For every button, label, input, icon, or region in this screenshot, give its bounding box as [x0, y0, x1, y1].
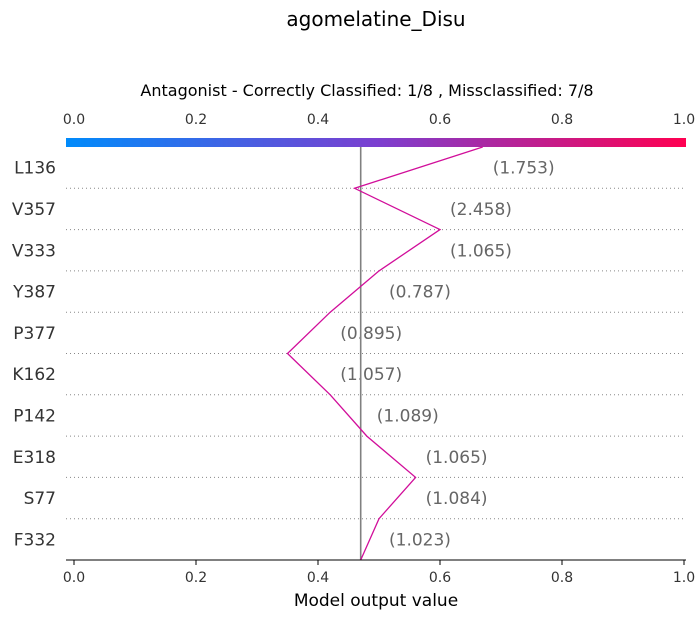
- feature-value-annotation: (1.023): [389, 530, 451, 550]
- x-tick-label: 0.8: [551, 570, 573, 586]
- feature-label: S77: [24, 489, 56, 509]
- feature-value-annotation: (1.057): [340, 365, 402, 385]
- feature-label: E318: [13, 448, 56, 468]
- feature-label: P377: [13, 324, 56, 344]
- feature-value-annotation: (1.065): [426, 448, 488, 468]
- colorbar-tick-label: 0.6: [429, 112, 451, 128]
- x-axis-label: Model output value: [294, 591, 458, 611]
- feature-label: F332: [14, 530, 56, 550]
- chart-subtitle: Antagonist - Correctly Classified: 1/8 ,…: [140, 81, 593, 100]
- feature-label: V333: [12, 241, 56, 261]
- colorbar-tick-label: 0.2: [185, 112, 207, 128]
- x-tick-label: 0.4: [307, 570, 329, 586]
- x-tick-label: 0.6: [429, 570, 451, 586]
- colorbar-tick-label: 0.8: [551, 112, 573, 128]
- feature-label: Y387: [12, 283, 56, 303]
- feature-value-annotation: (1.089): [377, 406, 439, 426]
- chart-title: agomelatine_Disu: [286, 7, 465, 31]
- x-tick-label: 0.2: [185, 570, 207, 586]
- colorbar-tick-label: 0.0: [63, 112, 85, 128]
- x-tick-label: 0.0: [63, 570, 85, 586]
- x-tick-label: 1.0: [673, 570, 695, 586]
- feature-value-annotation: (1.065): [450, 241, 512, 261]
- decision-path: [286, 146, 483, 561]
- feature-label: P142: [13, 406, 56, 426]
- feature-label: V357: [12, 200, 56, 220]
- feature-value-annotation: (1.753): [493, 159, 555, 179]
- feature-value-annotation: (1.084): [426, 489, 488, 509]
- feature-value-annotation: (0.787): [389, 283, 451, 303]
- feature-value-annotation: (0.895): [340, 324, 402, 344]
- colorbar-tick-labels: 0.0 0.2 0.4 0.6 0.8 1.0: [63, 112, 695, 128]
- feature-label: K162: [12, 365, 56, 385]
- feature-label: L136: [14, 159, 56, 179]
- feature-rows: L136 (1.753) V357 (2.458) V333 (1.065) Y387 (0.…: [12, 159, 686, 550]
- x-axis-ticks: 0.0 0.2 0.4 0.6 0.8 1.0: [63, 560, 695, 586]
- colorbar-tick-label: 1.0: [673, 112, 695, 128]
- colorbar: [66, 138, 686, 147]
- colorbar-tick-label: 0.4: [307, 112, 329, 128]
- feature-value-annotation: (2.458): [450, 200, 512, 220]
